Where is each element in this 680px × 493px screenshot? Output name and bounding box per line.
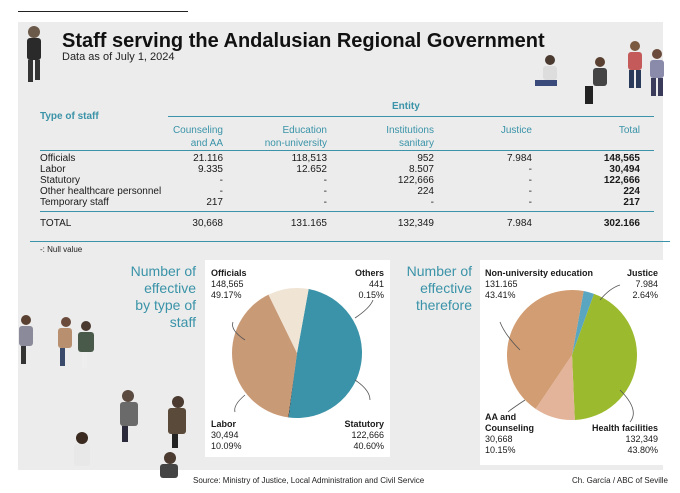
pie-slice-aa-and-counseling bbox=[535, 355, 575, 420]
pie2-panel bbox=[480, 260, 665, 465]
pie1-title: Number of effective by type of staff bbox=[130, 263, 196, 330]
table-row: Labor 9.335 12.652 8.507-30,494 bbox=[40, 164, 640, 175]
leader-line bbox=[354, 379, 371, 401]
pie1-label-statutory: Statutory 122,666 40.60% bbox=[344, 419, 384, 451]
column-header-total: Total bbox=[618, 125, 640, 136]
table-total-row: TOTAL 30,668 131.165 132,349 7.984 302.166 bbox=[40, 218, 640, 229]
column-header-education: Education non-university bbox=[264, 125, 327, 149]
pie-slice-others bbox=[288, 353, 297, 418]
entity-rule bbox=[168, 116, 654, 117]
leader-line bbox=[619, 389, 634, 423]
table-row: Statutory - -122,666-122,666 bbox=[40, 175, 640, 186]
top-rule bbox=[18, 11, 188, 12]
null-value-note: -: Null value bbox=[40, 245, 83, 254]
people-group-bottom-icon bbox=[74, 390, 186, 478]
entity-header: Entity bbox=[392, 101, 420, 112]
leader-line bbox=[232, 321, 246, 341]
leader-line bbox=[354, 299, 374, 319]
leader-line bbox=[507, 399, 526, 413]
table-row: Officials 21.116 118,513 952 7.984 148,565 bbox=[40, 153, 640, 164]
person-figure-icon bbox=[27, 26, 41, 82]
leader-line bbox=[599, 284, 621, 301]
pie-slice-non-university-education bbox=[506, 289, 584, 409]
table-row: Temporary staff 217- - -217 bbox=[40, 197, 640, 208]
pie-slice-statutory bbox=[232, 294, 297, 418]
pie2-label-health: Health facilities 132,349 43.80% bbox=[591, 423, 658, 455]
credit-footer: Ch. García / ABC of Seville bbox=[571, 476, 668, 485]
pie-slice-officials bbox=[288, 289, 362, 418]
pie2-label-aa: AA and Counseling 30,668 10.15% bbox=[485, 412, 534, 455]
pie1-label-officials: Officials 148,565 49.17% bbox=[211, 268, 247, 300]
pie2-chart bbox=[499, 284, 637, 423]
type-of-staff-header: Type of staff bbox=[40, 111, 99, 122]
people-group-icon bbox=[535, 41, 664, 104]
pie2-label-nonuniversity: Non-university education 131.165 43.41% bbox=[485, 268, 594, 300]
pie1-label-labor: Labor 30,494 10.09% bbox=[211, 419, 242, 451]
column-header-sanitary: Institutions sanitary bbox=[386, 125, 434, 149]
table-row: Other healthcare personnel - -224-224 bbox=[40, 186, 640, 197]
pie-slice-justice bbox=[572, 291, 595, 355]
pie2-title: Number of effective therefore bbox=[406, 263, 472, 313]
pie-slice-health-facilities bbox=[572, 293, 637, 420]
leader-line bbox=[499, 321, 521, 351]
source-footer: Source: Ministry of Justice, Local Admin… bbox=[193, 476, 425, 485]
people-group-left-icon bbox=[19, 315, 94, 368]
pie1-label-others: Others 441 0.15% bbox=[354, 268, 384, 300]
page-title: Staff serving the Andalusian Regional Go… bbox=[62, 30, 545, 52]
section-divider bbox=[30, 241, 670, 242]
pie1-panel bbox=[205, 260, 390, 457]
column-header-counseling: Counseling and AA bbox=[172, 125, 223, 149]
page-subtitle: Data as of July 1, 2024 bbox=[62, 51, 175, 63]
pie2-label-justice: Justice 7.984 2.64% bbox=[626, 268, 658, 300]
column-header-justice: Justice bbox=[500, 125, 532, 136]
pie-slice-labor bbox=[268, 288, 309, 353]
pie1-chart bbox=[232, 288, 374, 418]
total-rule bbox=[40, 211, 654, 212]
header-rule bbox=[40, 150, 654, 151]
leader-line bbox=[234, 394, 246, 413]
